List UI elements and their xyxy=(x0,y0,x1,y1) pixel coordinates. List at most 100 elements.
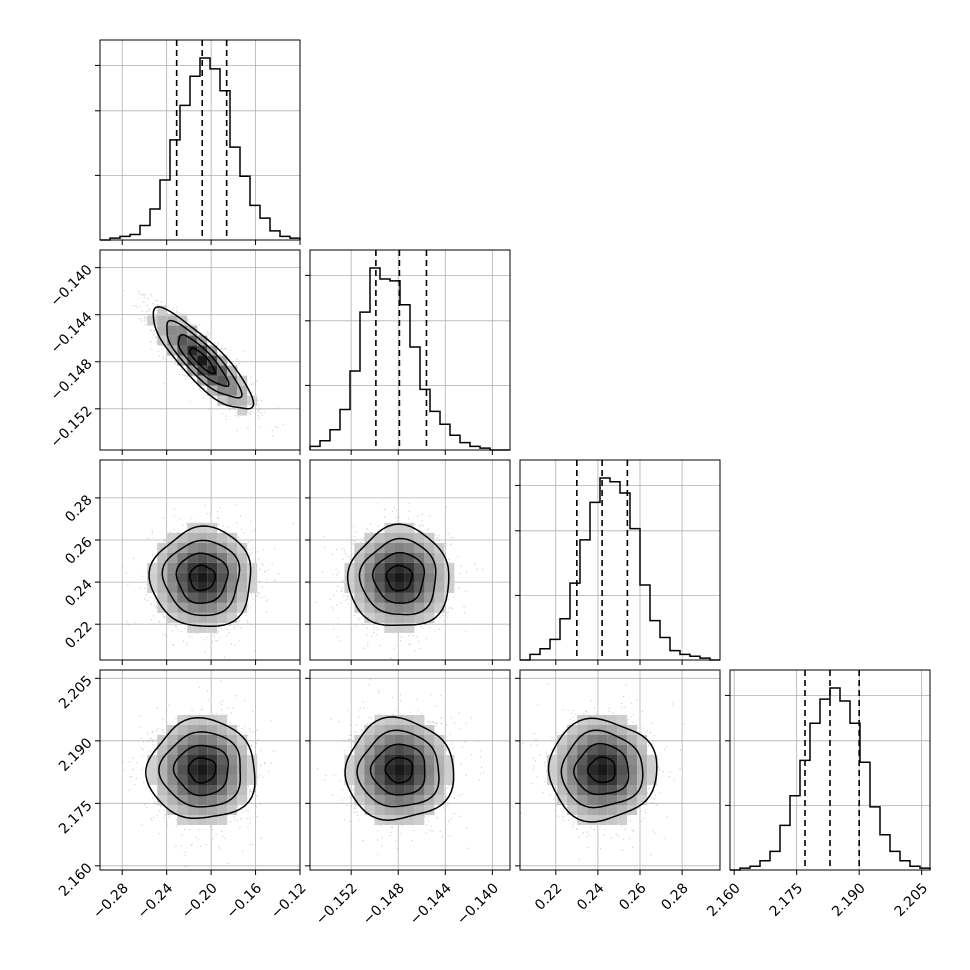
density-cell xyxy=(414,765,425,775)
panel-frame xyxy=(99,459,301,661)
y-tick-label: 2.175 xyxy=(56,798,96,838)
density-cell xyxy=(167,602,178,613)
density-cell xyxy=(394,775,405,785)
scatter-panel-1-0 xyxy=(95,249,301,455)
density-cell xyxy=(237,795,248,805)
density-cell xyxy=(424,775,435,785)
density-cell xyxy=(354,765,365,775)
density-cell xyxy=(354,785,365,795)
panel-frame xyxy=(729,669,931,871)
density-cell xyxy=(597,805,608,815)
density-cell xyxy=(374,562,385,573)
density-cell xyxy=(424,542,435,553)
density-cell xyxy=(217,815,228,825)
density-cell xyxy=(394,755,405,765)
density-cell xyxy=(227,592,238,603)
contour-line xyxy=(547,717,658,823)
density-cell xyxy=(197,365,208,376)
density-cell xyxy=(177,725,188,735)
density-cell xyxy=(237,735,248,745)
density-cell xyxy=(364,795,375,805)
density-cell xyxy=(587,815,598,825)
sample-points xyxy=(122,504,294,658)
density-cell xyxy=(187,582,198,593)
contour-line xyxy=(187,757,217,784)
density-cell xyxy=(404,805,415,815)
x-tick-label: 2.175 xyxy=(767,880,807,920)
density-cell xyxy=(424,795,435,805)
density-cell xyxy=(637,735,648,745)
density-cell xyxy=(197,725,208,735)
density-cell xyxy=(207,765,218,775)
density-cell xyxy=(197,552,208,563)
density-cell xyxy=(177,582,188,593)
density-cell xyxy=(607,765,618,775)
density-cell xyxy=(424,765,435,775)
density-cell xyxy=(617,775,628,785)
density-cell xyxy=(227,602,238,613)
density-cell xyxy=(217,612,228,623)
density-cell xyxy=(587,765,598,775)
density-cell xyxy=(617,815,628,825)
density-cell xyxy=(547,765,558,775)
density-cell xyxy=(557,735,568,745)
contour-line xyxy=(161,539,241,617)
density-cell xyxy=(207,795,218,805)
density-cell xyxy=(384,805,395,815)
density-cell xyxy=(157,325,168,336)
density-cell xyxy=(187,552,198,563)
density-cell xyxy=(394,602,405,613)
density-cell xyxy=(187,325,198,336)
density-cell xyxy=(414,795,425,805)
density-cell xyxy=(167,542,178,553)
density-cell xyxy=(207,785,218,795)
density-cell xyxy=(354,795,365,805)
density-cell xyxy=(394,552,405,563)
density-cell xyxy=(247,765,258,775)
density-cell xyxy=(207,542,218,553)
density-cell xyxy=(364,592,375,603)
density-cell xyxy=(364,755,375,765)
density-cell xyxy=(207,815,218,825)
density-cell xyxy=(227,572,238,583)
density-cell xyxy=(364,562,375,573)
density-cell xyxy=(617,715,628,725)
density-cell xyxy=(237,385,248,396)
density-cell xyxy=(217,755,228,765)
density-cell xyxy=(424,532,435,543)
x-tick-label: −0.24 xyxy=(135,880,177,922)
density-cell xyxy=(587,745,598,755)
density-cell xyxy=(424,805,435,815)
density-cell xyxy=(567,755,578,765)
density-cell xyxy=(177,335,188,346)
density-cell xyxy=(414,582,425,593)
density-cell xyxy=(404,522,415,533)
density-cell xyxy=(384,775,395,785)
density-cell xyxy=(587,805,598,815)
density-cell xyxy=(384,785,395,795)
density-cell xyxy=(197,815,208,825)
density-cell xyxy=(617,725,628,735)
density-cell xyxy=(364,552,375,563)
contour-line xyxy=(573,742,630,796)
panel-content xyxy=(121,680,278,867)
density-cell xyxy=(374,805,385,815)
density-cell xyxy=(414,735,425,745)
density-cell xyxy=(354,562,365,573)
density-cell xyxy=(227,365,238,376)
density-cell xyxy=(207,355,218,366)
panel-content xyxy=(520,683,685,860)
density-cell xyxy=(424,785,435,795)
density-cell xyxy=(404,735,415,745)
density-cell xyxy=(424,572,435,583)
density-cell xyxy=(354,582,365,593)
density-cell xyxy=(197,345,208,356)
density-cell xyxy=(404,785,415,795)
density-cell xyxy=(384,612,395,623)
density-cell xyxy=(394,542,405,553)
density-cell xyxy=(197,612,208,623)
density-cell xyxy=(197,532,208,543)
density-cell xyxy=(577,755,588,765)
density-cell xyxy=(187,622,198,633)
